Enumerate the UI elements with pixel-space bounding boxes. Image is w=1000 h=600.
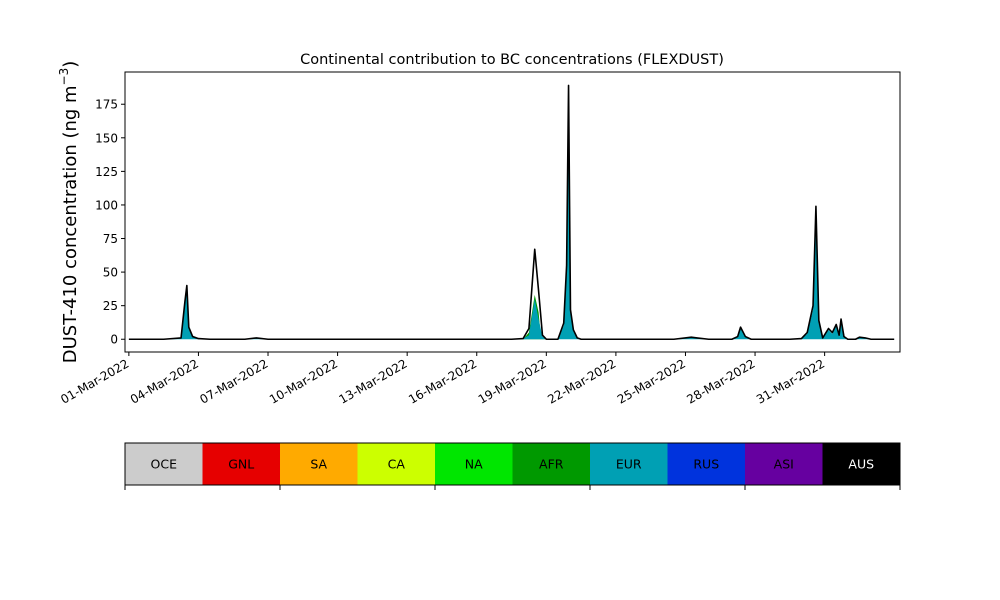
y-tick-label: 25 bbox=[103, 299, 118, 313]
x-tick-label: 22-Mar-2022 bbox=[545, 356, 618, 406]
colorbar-swatch-ca bbox=[357, 443, 435, 485]
plot-frame bbox=[124, 71, 901, 353]
colorbar-label-ca: CA bbox=[388, 457, 406, 472]
y-tick-label: 75 bbox=[103, 232, 118, 246]
x-tick-label: 25-Mar-2022 bbox=[615, 356, 688, 406]
colorbar-label-gnl: GNL bbox=[228, 457, 254, 472]
x-tick-label: 16-Mar-2022 bbox=[406, 356, 479, 406]
y-tick-label: 150 bbox=[95, 131, 118, 145]
colorbar-swatch-afr bbox=[512, 443, 590, 485]
y-axis: 0 25 50 75 100 125 150 175 bbox=[95, 98, 125, 347]
colorbar-label-asi: ASI bbox=[774, 457, 794, 472]
series-area-eur bbox=[128, 97, 895, 340]
y-tick-label: 100 bbox=[95, 198, 118, 212]
colorbar-swatch-aus bbox=[822, 443, 900, 485]
colorbar-swatch-na bbox=[435, 443, 513, 485]
colorbar-swatch-asi bbox=[745, 443, 823, 485]
colorbar-label-eur: EUR bbox=[616, 457, 642, 472]
total-envelope-line bbox=[128, 84, 895, 341]
y-tick-label: 175 bbox=[95, 98, 118, 112]
colorbar-label-aus: AUS bbox=[848, 457, 874, 472]
colorbar-label-oce: OCE bbox=[151, 457, 178, 472]
y-axis-label: DUST-410 concentration (ng m−3) bbox=[57, 61, 81, 364]
x-tick-label: 10-Mar-2022 bbox=[267, 356, 340, 406]
colorbar-label-sa: SA bbox=[310, 457, 327, 472]
colorbar-swatch-sa bbox=[280, 443, 358, 485]
x-tick-label: 07-Mar-2022 bbox=[197, 356, 270, 406]
x-tick-label: 28-Mar-2022 bbox=[684, 356, 757, 406]
y-axis-label-main: DUST-410 concentration (ng m bbox=[60, 85, 81, 363]
colorbar-label-na: NA bbox=[465, 457, 483, 472]
x-tick-label: 13-Mar-2022 bbox=[337, 356, 410, 406]
chart-title: Continental contribution to BC concentra… bbox=[300, 52, 724, 68]
colorbar-frame bbox=[124, 442, 901, 486]
y-tick-label: 125 bbox=[95, 165, 118, 179]
y-axis-label-superscript: −3 bbox=[57, 68, 71, 86]
x-axis: 01-Mar-202204-Mar-202207-Mar-202210-Mar-… bbox=[58, 352, 827, 407]
colorbar-swatch-oce bbox=[125, 443, 203, 485]
colorbar-label-afr: AFR bbox=[539, 457, 564, 472]
y-tick-label: 50 bbox=[103, 266, 118, 280]
region-colorbar: OCE GNL SA CA NA AFR EUR RUS ASI AUS bbox=[124, 442, 901, 490]
x-tick-label: 31-Mar-2022 bbox=[754, 356, 827, 406]
colorbar-swatch-gnl bbox=[202, 443, 280, 485]
y-tick-label: 0 bbox=[110, 333, 118, 347]
plot-areas bbox=[128, 84, 895, 341]
colorbar-swatch-rus bbox=[667, 443, 745, 485]
x-tick-label: 04-Mar-2022 bbox=[128, 356, 201, 406]
colorbar-label-rus: RUS bbox=[693, 457, 719, 472]
x-tick-label: 19-Mar-2022 bbox=[476, 356, 549, 406]
y-axis-label-close: ) bbox=[60, 61, 81, 68]
colorbar-swatch-eur bbox=[590, 443, 668, 485]
